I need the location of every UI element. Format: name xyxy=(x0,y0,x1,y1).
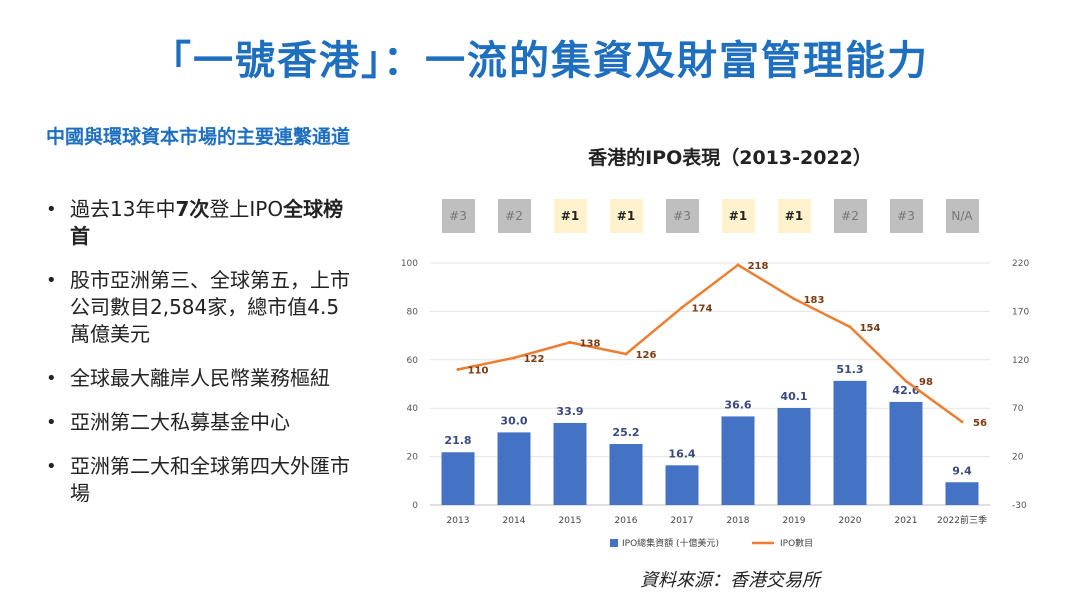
line-value-label: 56 xyxy=(973,418,987,429)
line-point xyxy=(680,306,684,310)
chart-title: 香港的IPO表現（2013-2022） xyxy=(588,147,872,169)
left-heading: 中國與環球資本市場的主要連繫通道 xyxy=(46,126,351,148)
bullet-item: 亞洲第二大和全球第四大外匯市場 xyxy=(44,453,354,507)
bullet-text: 亞洲第二大和全球第四大外匯市場 xyxy=(70,454,350,505)
x-tick-label: 2019 xyxy=(783,516,806,526)
y-right-tick-label: 220 xyxy=(1012,259,1029,269)
line-point xyxy=(624,352,628,356)
rank-badge: N/A xyxy=(945,199,979,233)
x-tick-label: 2017 xyxy=(671,516,694,526)
bullet-text: 過去13年中 xyxy=(70,197,176,221)
bar-value-label: 51.3 xyxy=(836,363,863,376)
bar xyxy=(553,422,587,505)
slide-title: 「一號香港」：一流的集資及財富管理能力 xyxy=(151,38,929,84)
y-left-tick-label: 80 xyxy=(407,307,419,317)
bar-value-label: 42.6 xyxy=(892,384,919,397)
line-value-label: 110 xyxy=(468,365,489,376)
rank-badge: #2 xyxy=(497,199,531,233)
x-tick-label: 2016 xyxy=(615,516,638,526)
bullet-text: 全球榜首 xyxy=(70,197,344,248)
line-value-label: 174 xyxy=(692,304,713,315)
rank-badge: #1 xyxy=(609,199,643,233)
bullet-text: 7次 xyxy=(175,197,210,221)
bullet-text: 家，總市值 xyxy=(207,295,308,319)
y-right-tick-label: 20 xyxy=(1012,453,1024,463)
line-point xyxy=(960,420,964,424)
y-right-tick-label: 120 xyxy=(1012,356,1029,366)
line-point xyxy=(456,367,460,371)
bar-value-label: 33.9 xyxy=(556,405,583,418)
rank-badge: #3 xyxy=(889,199,923,233)
bar xyxy=(721,416,755,505)
source-note: 資料來源：香港交易所 xyxy=(640,570,820,591)
bullet-text: 2,584 xyxy=(150,295,208,319)
legend-bar-swatch xyxy=(610,539,618,547)
bar-value-label: 25.2 xyxy=(612,426,639,439)
y-left-tick-label: 0 xyxy=(412,501,418,511)
y-left-tick-label: 20 xyxy=(407,453,419,463)
bar-value-label: 9.4 xyxy=(952,464,972,477)
y-right-tick-label: 70 xyxy=(1012,404,1024,414)
y-right-tick-label: -30 xyxy=(1012,501,1027,511)
bar xyxy=(497,432,531,505)
bar xyxy=(665,465,699,505)
bullet-text: 4.5 xyxy=(307,295,340,319)
rank-badge: #1 xyxy=(553,199,587,233)
legend-bar-label: IPO總集資額 (十億美元) xyxy=(622,537,719,549)
bar-value-label: 40.1 xyxy=(780,390,807,403)
bullet-text: 亞洲第二大私募基金中心 xyxy=(70,410,290,434)
line-point xyxy=(848,325,852,329)
x-tick-label: 2022前三季 xyxy=(937,514,987,526)
ipo-chart: 0 20 40 60 80 100 -30 20 70 120 170 220 21.8 2013 30.0… xyxy=(401,259,1030,549)
bullet-text: 股市亞洲第三、全球第五，上市公司數目 xyxy=(70,268,350,319)
bullet-list: 過去13年中7次登上IPO全球榜首股市亞洲第三、全球第五，上市公司數目2,584… xyxy=(44,196,354,524)
line-point xyxy=(512,356,516,360)
line-point xyxy=(568,340,572,344)
rank-badge: #2 xyxy=(833,199,867,233)
line-value-label: 138 xyxy=(580,338,601,349)
bullet-text: 全球最大離岸人民幣業務樞紐 xyxy=(70,366,330,390)
bullet-text: 登上IPO xyxy=(209,197,284,221)
line-value-label: 218 xyxy=(748,261,769,272)
bar xyxy=(777,407,811,505)
line-value-label: 183 xyxy=(804,295,825,306)
bullet-text: 萬億美元 xyxy=(70,322,150,346)
line-value-label: 98 xyxy=(919,377,933,388)
y-left-tick-label: 40 xyxy=(407,404,419,414)
line-point xyxy=(904,379,908,383)
bar xyxy=(945,482,979,505)
x-tick-label: 2014 xyxy=(503,516,526,526)
bar-value-label: 30.0 xyxy=(500,414,527,427)
bullet-item: 股市亞洲第三、全球第五，上市公司數目2,584家，總市值4.5 萬億美元 xyxy=(44,267,354,348)
line-point xyxy=(792,297,796,301)
line-series xyxy=(457,263,963,423)
line-value-label: 122 xyxy=(524,354,545,365)
rank-badge: #1 xyxy=(777,199,811,233)
rank-badge: #3 xyxy=(665,199,699,233)
y-right-tick-label: 170 xyxy=(1012,307,1029,317)
bar xyxy=(441,452,475,505)
bar-value-label: 16.4 xyxy=(668,447,695,460)
x-tick-label: 2020 xyxy=(839,516,862,526)
line-point xyxy=(736,263,740,267)
bar xyxy=(889,401,923,505)
rank-badge: #3 xyxy=(441,199,475,233)
line-value-label: 154 xyxy=(860,323,881,334)
x-tick-label: 2021 xyxy=(895,516,918,526)
rank-badge: #1 xyxy=(721,199,755,233)
x-tick-label: 2013 xyxy=(447,516,470,526)
bar-value-label: 21.8 xyxy=(444,434,471,447)
x-tick-label: 2015 xyxy=(559,516,582,526)
bullet-item: 全球最大離岸人民幣業務樞紐 xyxy=(44,365,354,392)
bullet-item: 過去13年中7次登上IPO全球榜首 xyxy=(44,196,354,250)
y-left-tick-label: 60 xyxy=(407,356,419,366)
line-value-label: 126 xyxy=(636,350,657,361)
bar xyxy=(609,444,643,505)
bar xyxy=(833,380,867,505)
bullet-item: 亞洲第二大私募基金中心 xyxy=(44,409,354,436)
legend-line-label: IPO數目 xyxy=(780,537,813,549)
bar-value-label: 36.6 xyxy=(724,398,751,411)
x-tick-label: 2018 xyxy=(727,516,750,526)
y-left-tick-label: 100 xyxy=(401,259,418,269)
